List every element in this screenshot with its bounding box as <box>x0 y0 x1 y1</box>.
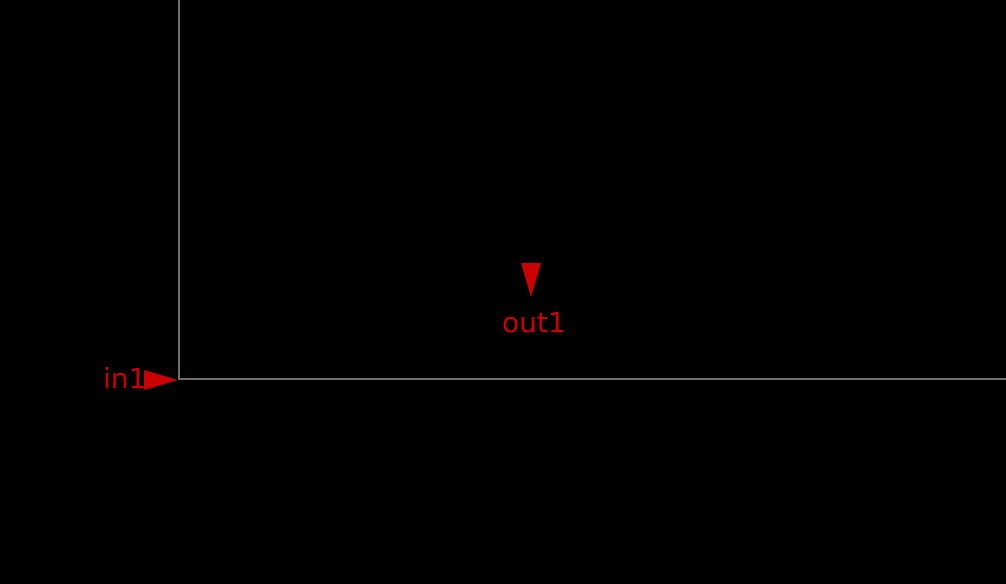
output-pin-label[interactable]: out1 <box>502 306 566 339</box>
wire-vertical <box>178 0 180 380</box>
arrow-right-icon[interactable] <box>144 370 178 390</box>
wire-horizontal <box>178 378 1006 380</box>
input-pin-label[interactable]: in1 <box>103 362 147 395</box>
arrow-down-icon[interactable] <box>521 263 541 297</box>
